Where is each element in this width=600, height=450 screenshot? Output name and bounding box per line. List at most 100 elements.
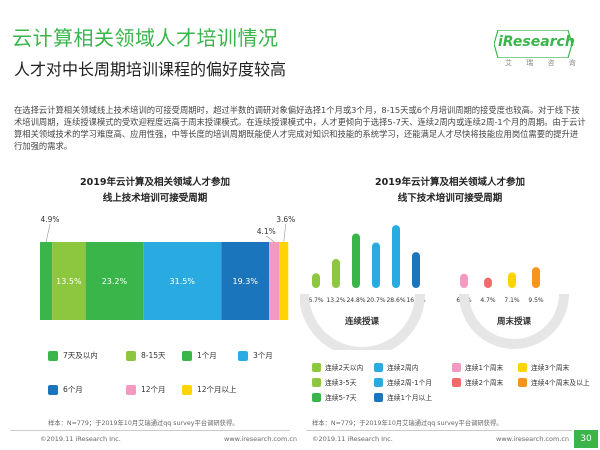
- legend-swatch: [182, 350, 192, 361]
- legend-swatch: [312, 362, 321, 372]
- column-0-4: [392, 225, 400, 288]
- left-chart-title-line2: 线上技术培训可接受周期: [102, 193, 208, 204]
- legend-swatch: [374, 362, 383, 372]
- legend-label: 连续3个周末: [531, 364, 570, 372]
- legend-label: 连续2个周末: [465, 379, 504, 387]
- column-0-1: [332, 258, 340, 288]
- legend-item: 8-15天: [126, 350, 166, 361]
- column-label-0-1: 13.2%: [326, 297, 345, 304]
- legend-item: 7天及以内: [48, 350, 98, 361]
- legend-item: 1个月: [182, 350, 217, 361]
- right-chart-title-line2: 线下技术培训可接受周期: [397, 193, 503, 204]
- legend-label: 连续1个周末: [465, 364, 504, 372]
- logo-subtext: 艾 瑞 咨 询: [505, 59, 582, 67]
- legend-swatch: [238, 350, 248, 361]
- footer-url-right: www.iresearch.com.cn: [496, 435, 570, 443]
- legend-item: 6个月: [48, 384, 83, 395]
- legend-item: 连续1个月以上: [374, 392, 432, 402]
- legend-label: 连续2周-1个月: [387, 379, 433, 387]
- left-chart-note: 样本：N=779；于2019年10月艾瑞通过qq survey平台调研获得。: [48, 420, 239, 427]
- legend-label: 连续2天以内: [325, 364, 364, 372]
- legend-item: 连续4个周末及以上: [518, 377, 590, 387]
- legend-label: 连续1个月以上: [387, 394, 433, 402]
- legend-label: 1个月: [197, 351, 217, 360]
- column-label-0-0: 6.7%: [308, 297, 324, 304]
- legend-swatch: [374, 392, 383, 402]
- bar-label-0: 4.9%: [40, 215, 59, 224]
- legend-item: 12个月以上: [182, 384, 237, 395]
- column-0-2: [352, 233, 360, 288]
- legend-item: 连续2天以内: [312, 362, 363, 372]
- bar-label-1: 13.5%: [56, 277, 82, 286]
- bar-segment-6: [279, 242, 289, 320]
- footer-url-left: www.iresearch.com.cn: [224, 435, 298, 443]
- bar-segment-2: [85, 242, 144, 320]
- legend-swatch: [48, 350, 58, 361]
- legend-item: 3个月: [238, 350, 273, 361]
- column-0-0: [312, 273, 320, 288]
- bar-segment-0: [40, 242, 53, 320]
- column-label-1-3: 9.5%: [528, 297, 544, 304]
- legend-swatch: [126, 350, 136, 361]
- legend-item: 连续2周-1个月: [374, 377, 432, 387]
- column-label-1-1: 4.7%: [480, 297, 496, 304]
- page-number: 30: [574, 430, 598, 448]
- column-label-0-4: 28.6%: [386, 297, 405, 304]
- column-1-3: [532, 267, 540, 288]
- column-1-1: [484, 277, 492, 288]
- legend-item: 12个月: [126, 384, 166, 395]
- legend-item: 连续3个周末: [518, 362, 569, 372]
- leader-line-5: [266, 235, 275, 243]
- legend-swatch: [48, 384, 58, 395]
- legend-item: 连续2个周末: [452, 377, 503, 387]
- legend-swatch: [312, 377, 321, 387]
- description-paragraph: 在选择云计算相关领域线上技术培训的可接受周期时，超过半数的调研对象偏好选择1个月…: [14, 105, 586, 151]
- bar-label-3: 31.5%: [170, 277, 196, 286]
- right-chart-title-line1: 2019年云计算及相关领域人才参加: [375, 177, 525, 188]
- footer-copyright-right: ©2019.11 iResearch Inc.: [312, 435, 393, 443]
- legend-swatch: [452, 362, 461, 372]
- bar-label-4: 19.3%: [233, 277, 259, 286]
- footer-divider-left: [10, 430, 290, 431]
- column-1-0: [460, 273, 468, 288]
- column-label-0-3: 20.7%: [366, 297, 385, 304]
- footer-copyright-left: ©2019.11 iResearch Inc.: [40, 435, 121, 443]
- legend-label: 6个月: [63, 385, 83, 394]
- leader-line-0: [45, 223, 51, 243]
- bar-segment-5: [269, 242, 280, 320]
- legend-item: 连续5-7天: [312, 392, 357, 402]
- iresearch-logo: [494, 30, 572, 58]
- leader-line-6: [283, 223, 287, 243]
- bar-label-5: 4.1%: [257, 227, 276, 236]
- column-1-2: [508, 272, 516, 288]
- logo-text: iResearch: [498, 34, 575, 50]
- legend-label: 7天及以内: [63, 351, 98, 360]
- left-chart-title-line1: 2019年云计算及相关领域人才参加: [80, 177, 230, 188]
- legend-item: 连续3-5天: [312, 377, 357, 387]
- legend-label: 连续3-5天: [325, 379, 357, 387]
- group-arc-1: [459, 293, 569, 349]
- legend-label: 8-15天: [141, 351, 166, 360]
- legend-label: 连续4个周末及以上: [531, 379, 590, 387]
- group-arc-0: [300, 293, 425, 350]
- legend-swatch: [374, 377, 383, 387]
- legend-swatch: [518, 362, 527, 372]
- column-0-5: [412, 252, 420, 288]
- group-label-0: 连续授课: [345, 316, 380, 327]
- legend-label: 连续5-7天: [325, 394, 357, 402]
- legend-label: 3个月: [253, 351, 273, 360]
- legend-item: 连续2周内: [374, 362, 419, 372]
- group-label-1: 周末授课: [497, 316, 532, 327]
- column-label-0-2: 24.8%: [346, 297, 365, 304]
- legend-swatch: [518, 377, 527, 387]
- legend-label: 连续2周内: [387, 364, 419, 372]
- right-chart-note: 样本：N=779；于2019年10月艾瑞通过qq survey平台调研获得。: [312, 420, 503, 427]
- legend-label: 12个月以上: [197, 385, 237, 394]
- left-stacked-bar-chart: 4.9% 13.5% 23.2% 31.5% 19.3% 4.1%3.6%: [40, 215, 295, 320]
- legend-swatch: [182, 384, 192, 395]
- column-0-3: [372, 242, 380, 288]
- legend-swatch: [452, 377, 461, 387]
- legend-swatch: [126, 384, 136, 395]
- legend-swatch: [312, 392, 321, 402]
